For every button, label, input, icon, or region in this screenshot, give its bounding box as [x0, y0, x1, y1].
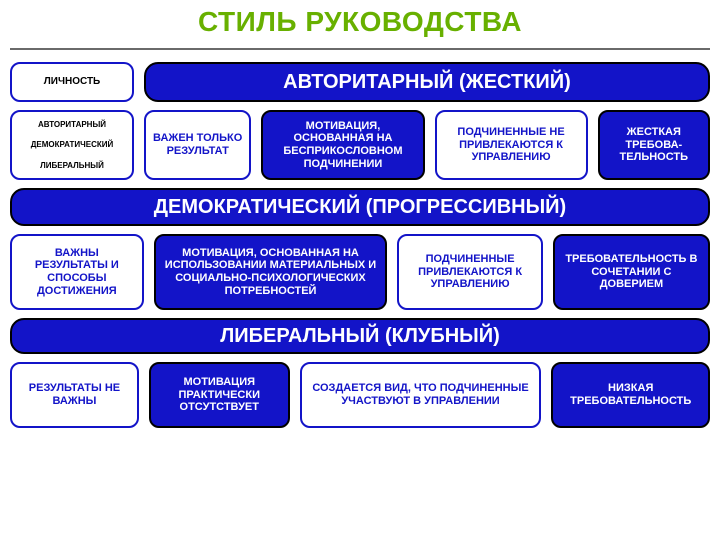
- sidebar-item-2: ЛИБЕРАЛЬНЫЙ: [18, 161, 126, 170]
- s1-cell-2: ПОДЧИНЕННЫЕ ПРИВЛЕКАЮТСЯ К УПРАВЛЕНИЮ: [397, 234, 542, 310]
- section-header-1: ДЕМОКРАТИЧЕСКИЙ (ПРОГРЕССИВНЫЙ): [10, 188, 710, 226]
- s2-cell-0: РЕЗУЛЬТАТЫ НЕ ВАЖНЫ: [10, 362, 139, 428]
- s0-cell-3: ЖЕСТКАЯ ТРЕБОВА-ТЕЛЬНОСТЬ: [598, 110, 710, 180]
- s1-cell-1: МОТИВАЦИЯ, ОСНОВАННАЯ НА ИСПОЛЬЗОВАНИИ М…: [154, 234, 388, 310]
- page-title: СТИЛЬ РУКОВОДСТВА: [10, 6, 710, 38]
- title-divider: [10, 48, 710, 50]
- section-header-0: АВТОРИТАРНЫЙ (ЖЕСТКИЙ): [144, 62, 710, 102]
- section-0-row: АВТОРИТАРНЫЙ ДЕМОКРАТИЧЕСКИЙ ЛИБЕРАЛЬНЫЙ…: [10, 110, 710, 180]
- s0-cell-2: ПОДЧИНЕННЫЕ НЕ ПРИВЛЕКАЮТСЯ К УПРАВЛЕНИЮ: [435, 110, 588, 180]
- s0-cell-1: МОТИВАЦИЯ, ОСНОВАННАЯ НА БЕСПРИКОСЛОВНОМ…: [261, 110, 424, 180]
- s1-cell-3: ТРЕБОВАТЕЛЬНОСТЬ В СОЧЕТАНИИ С ДОВЕРИЕМ: [553, 234, 710, 310]
- s1-cell-0: ВАЖНЫ РЕЗУЛЬТАТЫ И СПОСОБЫ ДОСТИЖЕНИЯ: [10, 234, 144, 310]
- section-2-row: РЕЗУЛЬТАТЫ НЕ ВАЖНЫ МОТИВАЦИЯ ПРАКТИЧЕСК…: [10, 362, 710, 428]
- sidebar-heading: ЛИЧНОСТЬ: [10, 62, 134, 102]
- page-root: СТИЛЬ РУКОВОДСТВА ЛИЧНОСТЬ АВТОРИТАРНЫЙ …: [0, 0, 720, 438]
- topline-row: ЛИЧНОСТЬ АВТОРИТАРНЫЙ (ЖЕСТКИЙ): [10, 62, 710, 102]
- s2-cell-3: НИЗКАЯ ТРЕБОВАТЕЛЬНОСТЬ: [551, 362, 710, 428]
- section-1-row: ВАЖНЫ РЕЗУЛЬТАТЫ И СПОСОБЫ ДОСТИЖЕНИЯ МО…: [10, 234, 710, 310]
- s2-cell-2: СОЗДАЕТСЯ ВИД, ЧТО ПОДЧИНЕННЫЕ УЧАСТВУЮТ…: [300, 362, 542, 428]
- s0-cell-0: ВАЖЕН ТОЛЬКО РЕЗУЛЬТАТ: [144, 110, 251, 180]
- s2-cell-1: МОТИВАЦИЯ ПРАКТИЧЕСКИ ОТСУТСТВУЕТ: [149, 362, 290, 428]
- sidebar-item-0: АВТОРИТАРНЫЙ: [18, 120, 126, 129]
- sidebar-list: АВТОРИТАРНЫЙ ДЕМОКРАТИЧЕСКИЙ ЛИБЕРАЛЬНЫЙ: [10, 110, 134, 180]
- sidebar-item-1: ДЕМОКРАТИЧЕСКИЙ: [18, 140, 126, 149]
- section-header-2: ЛИБЕРАЛЬНЫЙ (КЛУБНЫЙ): [10, 318, 710, 354]
